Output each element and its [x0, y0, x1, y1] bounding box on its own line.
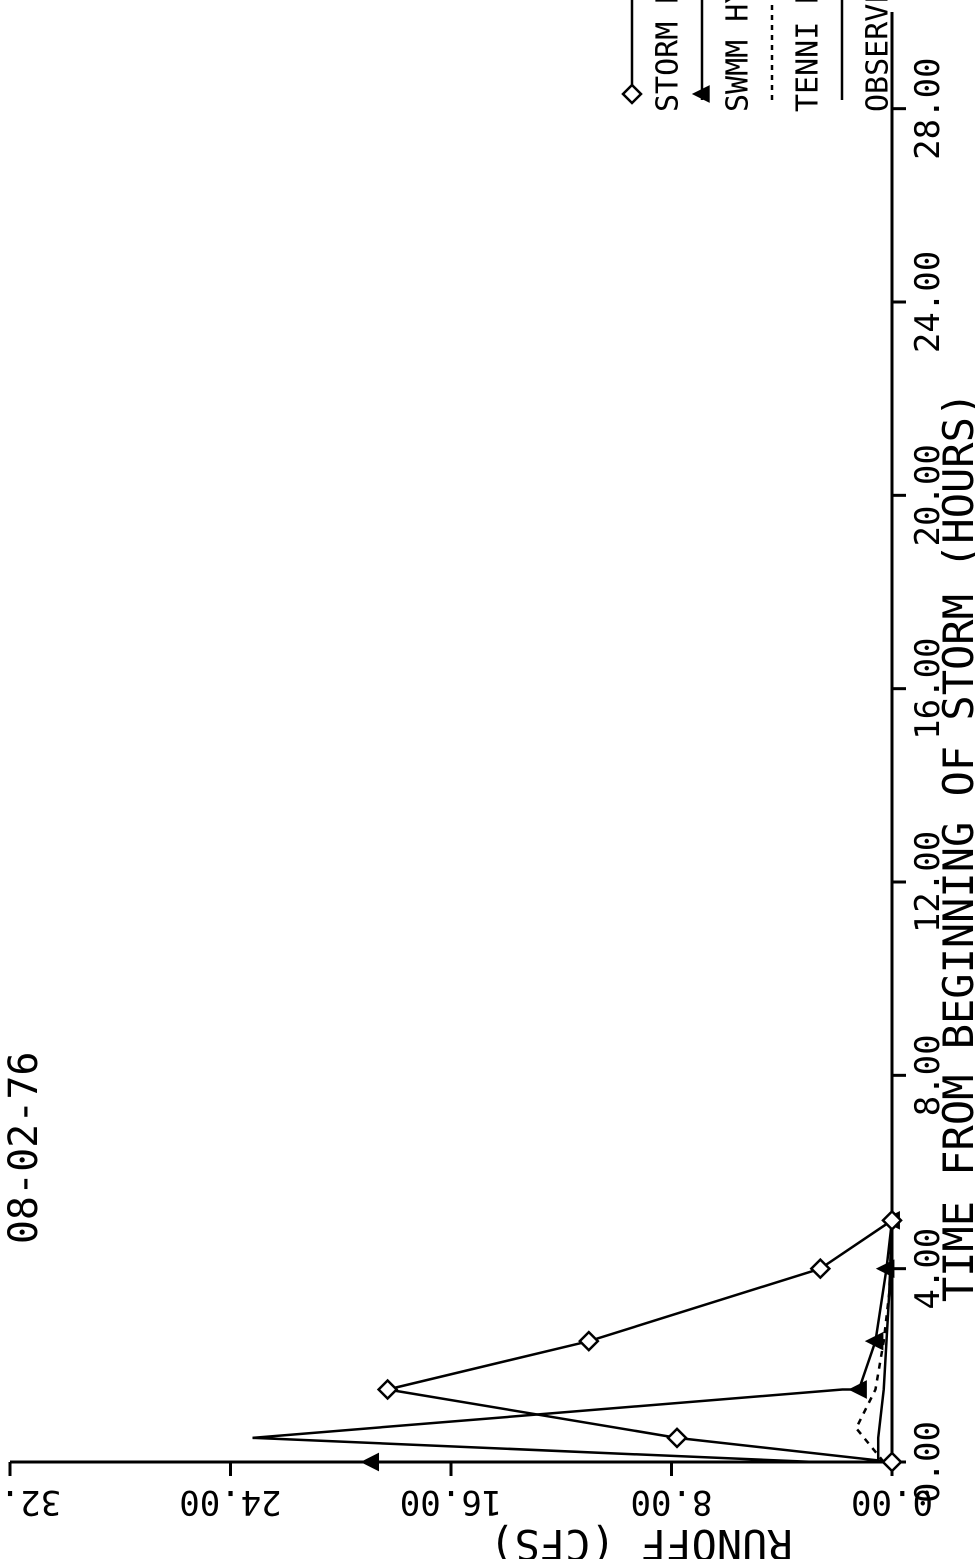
legend-label: OBSERVED HYDROGRAPH: [861, 0, 896, 112]
legend-label: TENNI HYDROGRAPH: [791, 0, 826, 112]
axes: 0.00 4.00 8.00 12.00 16.00 20.00 24.00 28.00 0.0…: [0, 12, 948, 1522]
series-line-storm-hydrograph: [387, 1219, 893, 1464]
swmm-marker: [848, 1380, 867, 1399]
y-tick-label: 24.00: [179, 1482, 281, 1522]
legend-label: SWMM HYDROGRAPH: [721, 0, 756, 112]
storm-marker: [881, 1451, 903, 1473]
legend: OBSERVED HYDROGRAPH TENNI HYDROGRAPH SWMM …: [621, 0, 896, 112]
legend-label: STORM HYDROGRAPH: [651, 0, 686, 112]
x-tick-label: 20.00: [908, 444, 948, 546]
swmm-marker: [864, 1331, 884, 1351]
y-tick-label: 8.00: [631, 1482, 713, 1522]
x-tick-label: 12.00: [908, 831, 948, 933]
y-axis-label: RUNOFF (CFS): [489, 1520, 792, 1559]
x-tick-label: 28.00: [908, 57, 948, 159]
series-line-swmm-hydrograph: [252, 1220, 894, 1464]
y-tick-label: 0.00: [851, 1482, 933, 1522]
x-tick-label: 4.00: [908, 1228, 948, 1310]
x-tick-label: 24.00: [908, 251, 948, 353]
x-tick-label: 0.00: [908, 1421, 948, 1503]
x-tick-label: 8.00: [908, 1034, 948, 1116]
storm-marker: [881, 1209, 903, 1232]
storm-marker: [578, 1330, 600, 1352]
x-tick-label: 16.00: [908, 637, 948, 739]
storm-marker: [809, 1257, 832, 1280]
storm-marker: [376, 1378, 399, 1401]
y-tick-label: 32.00: [0, 1482, 61, 1522]
storm-marker: [666, 1427, 688, 1449]
labels-layer: 08-02-76 TIME FROM BEGINNING OF STORM (H…: [1, 392, 975, 1559]
legend-diamond-marker: [621, 83, 643, 105]
y-tick-label: 16.00: [400, 1482, 502, 1522]
x-axis-label: TIME FROM BEGINNING OF STORM (HOURS): [934, 392, 975, 1302]
legend-triangle-marker: [691, 85, 710, 103]
series-layer: [252, 1209, 903, 1473]
series-line-tenni-hydrograph: [854, 1220, 894, 1463]
swmm-marker: [875, 1259, 895, 1278]
swmm-marker: [360, 1452, 380, 1472]
chart-title: 08-02-76: [1, 1052, 47, 1245]
